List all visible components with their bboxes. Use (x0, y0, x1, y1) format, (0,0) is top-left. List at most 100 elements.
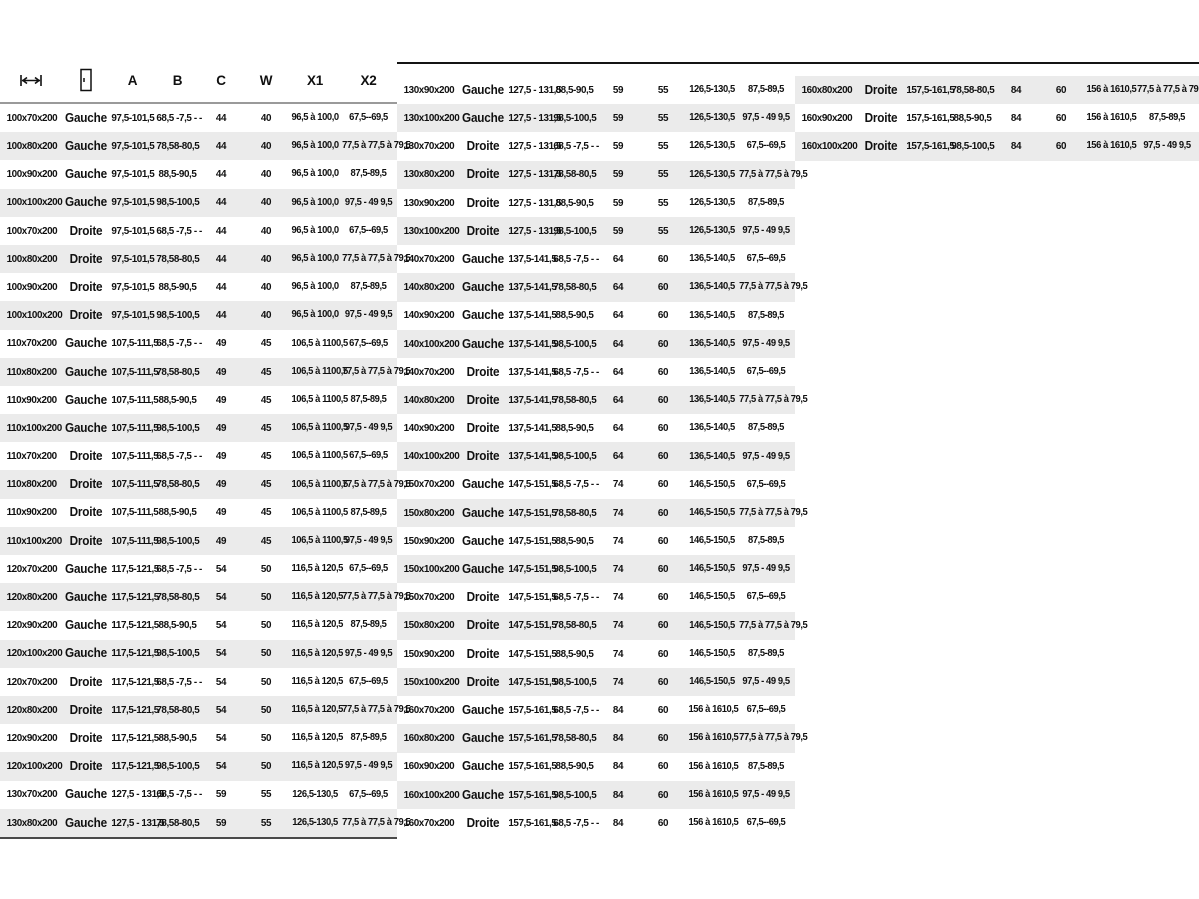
col-a-cell: 137,5-141,5 (508, 337, 557, 350)
col-a-cell: 117,5-121,5 (111, 703, 159, 716)
table-row: 150x90x200 Gauche 147,5-151,5 88,5-90,5 … (397, 527, 795, 555)
col-x1-cell: 136,5-140,5 (689, 253, 735, 265)
col-w-cell: 40 (260, 309, 272, 322)
table-body-left: 100x70x200 Gauche 97,5-101,5 68,5 -7,5 -… (0, 104, 411, 839)
side-cell: Droite (69, 449, 103, 464)
col-x2-cell: 67,5--69,5 (746, 704, 786, 716)
col-b-cell: 98,5-100,5 (156, 309, 200, 322)
side-cell: Droite (466, 674, 500, 689)
side-cell: Gauche (65, 590, 107, 605)
col-w-cell: 55 (657, 112, 669, 125)
col-x2-cell: 67,5--69,5 (349, 788, 388, 800)
col-a-cell: 137,5-141,5 (508, 393, 557, 406)
size-cell: 150x70x200 (403, 478, 455, 491)
col-c-cell: 84 (612, 788, 624, 801)
table-row: 150x70x200 Droite 147,5-151,5 68,5 -7,5 … (397, 583, 795, 611)
col-b-cell: 88,5-90,5 (158, 168, 197, 181)
col-x2-cell: 77,5 à 77,5 à 79,5 (342, 591, 411, 603)
col-w-cell: 55 (657, 224, 669, 237)
col-a-cell: 97,5-101,5 (111, 111, 155, 124)
col-w-cell: 60 (657, 816, 669, 829)
size-cell: 100x100x200 (6, 196, 63, 209)
col-x1-cell: 116,5 à 120,5 (291, 591, 344, 603)
col-x1-cell: 146,5-150,5 (689, 619, 735, 631)
table-row: 110x100x200 Gauche 107,5-111,5 98,5-100,… (0, 414, 397, 443)
side-cell: Gauche (65, 336, 107, 351)
col-a-cell: 97,5-101,5 (111, 252, 155, 265)
col-a-cell: 117,5-121,5 (111, 760, 159, 773)
size-cell: 110x90x200 (6, 393, 58, 406)
col-w-cell: 45 (260, 337, 272, 350)
col-x1-cell: 126,5-130,5 (292, 788, 338, 800)
col-w-cell: 55 (657, 168, 669, 181)
table-row: 130x90x200 Droite 127,5 - 131,5 88,5-90,… (397, 189, 795, 217)
side-cell: Droite (466, 139, 500, 154)
col-c-cell: 49 (215, 365, 227, 378)
col-b-cell: 98,5-100,5 (156, 421, 200, 434)
col-c-cell: 84 (1010, 112, 1022, 125)
size-cell: 100x80x200 (6, 252, 58, 265)
side-cell: Droite (466, 815, 500, 830)
col-c-cell: 44 (215, 252, 227, 265)
table-row: 150x100x200 Gauche 147,5-151,5 98,5-100,… (397, 555, 795, 584)
col-c-cell: 44 (215, 309, 227, 322)
size-cell: 110x70x200 (6, 337, 58, 350)
col-x1-cell: 156 à 1610,5 (1086, 140, 1137, 152)
col-w-cell: 55 (260, 816, 272, 829)
col-x2-cell: 67,5--69,5 (746, 365, 786, 377)
col-b-cell: 88,5-90,5 (158, 280, 197, 293)
col-x2-cell: 97,5 - 49 9,5 (344, 309, 393, 321)
table-header-row: A B C W X1 X2 (0, 58, 397, 104)
col-x1-cell: 116,5 à 120,5 (291, 619, 344, 631)
side-cell: Gauche (462, 111, 504, 126)
col-c-cell: 59 (612, 83, 624, 96)
size-cell: 110x80x200 (6, 478, 58, 491)
table-row: 110x80x200 Gauche 107,5-111,5 78,58-80,5… (0, 357, 411, 386)
col-c-cell: 74 (612, 619, 624, 632)
size-cell: 100x100x200 (6, 309, 63, 322)
col-b-cell: 68,5 -7,5 - - (156, 675, 202, 688)
col-a-cell: 137,5-141,5 (508, 309, 557, 322)
table-column-middle: 130x90x200 Gauche 127,5 - 131,5 88,5-90,… (397, 62, 808, 837)
col-b-cell: 88,5-90,5 (555, 422, 594, 435)
col-a-cell: 97,5-101,5 (111, 168, 155, 181)
col-x2-cell: 67,5--69,5 (349, 224, 388, 236)
col-x1-cell: 96,5 à 100,0 (291, 281, 340, 293)
col-x2-cell: 77,5 à 77,5 à 79,5 (342, 365, 411, 377)
col-x1-cell: 126,5-130,5 (689, 225, 735, 237)
size-cell: 140x70x200 (403, 365, 455, 378)
side-cell: Gauche (65, 561, 107, 576)
side-cell: Gauche (462, 251, 504, 266)
col-b-cell: 78,58-80,5 (156, 703, 200, 716)
size-cell: 100x90x200 (6, 280, 58, 293)
col-c-cell: 54 (215, 675, 227, 688)
col-x2-cell: 67,5--69,5 (349, 563, 388, 575)
size-cell: 130x80x200 (403, 168, 455, 181)
col-c-cell: 49 (215, 534, 227, 547)
col-b-cell: 68,5 -7,5 - - (553, 478, 599, 491)
side-cell: Droite (864, 82, 898, 97)
col-x1-cell: 146,5-150,5 (689, 535, 735, 547)
col-c-cell: 74 (612, 675, 624, 688)
col-w-cell: 40 (260, 140, 272, 153)
size-cell: 110x80x200 (6, 365, 58, 378)
col-w-cell: 40 (260, 168, 272, 181)
col-c-cell: 54 (215, 619, 227, 632)
col-b-cell: 98,5-100,5 (156, 647, 200, 660)
size-cell: 150x90x200 (403, 534, 455, 547)
size-cell: 150x100x200 (403, 675, 460, 688)
col-x1-cell: 136,5-140,5 (689, 422, 735, 434)
col-a-cell: 117,5-121,5 (111, 647, 159, 660)
size-cell: 140x90x200 (403, 309, 455, 322)
table-row: 100x100x200 Gauche 97,5-101,5 98,5-100,5… (0, 188, 397, 217)
col-b-cell: 68,5 -7,5 - - (156, 562, 202, 575)
col-a-cell: 157,5-161,5 (906, 140, 955, 153)
col-x1-cell: 116,5 à 120,5 (291, 647, 344, 659)
table-row: 110x90x200 Gauche 107,5-111,5 88,5-90,5 … (0, 386, 397, 414)
col-x1-cell: 106,5 à 1100,5 (291, 393, 349, 405)
col-c-cell: 44 (215, 224, 227, 237)
side-cell: Droite (466, 364, 500, 379)
table-row: 120x90x200 Gauche 117,5-121,5 88,5-90,5 … (0, 611, 397, 639)
table-row: 140x100x200 Gauche 137,5-141,5 98,5-100,… (397, 329, 795, 358)
col-a-cell: 137,5-141,5 (508, 450, 557, 463)
